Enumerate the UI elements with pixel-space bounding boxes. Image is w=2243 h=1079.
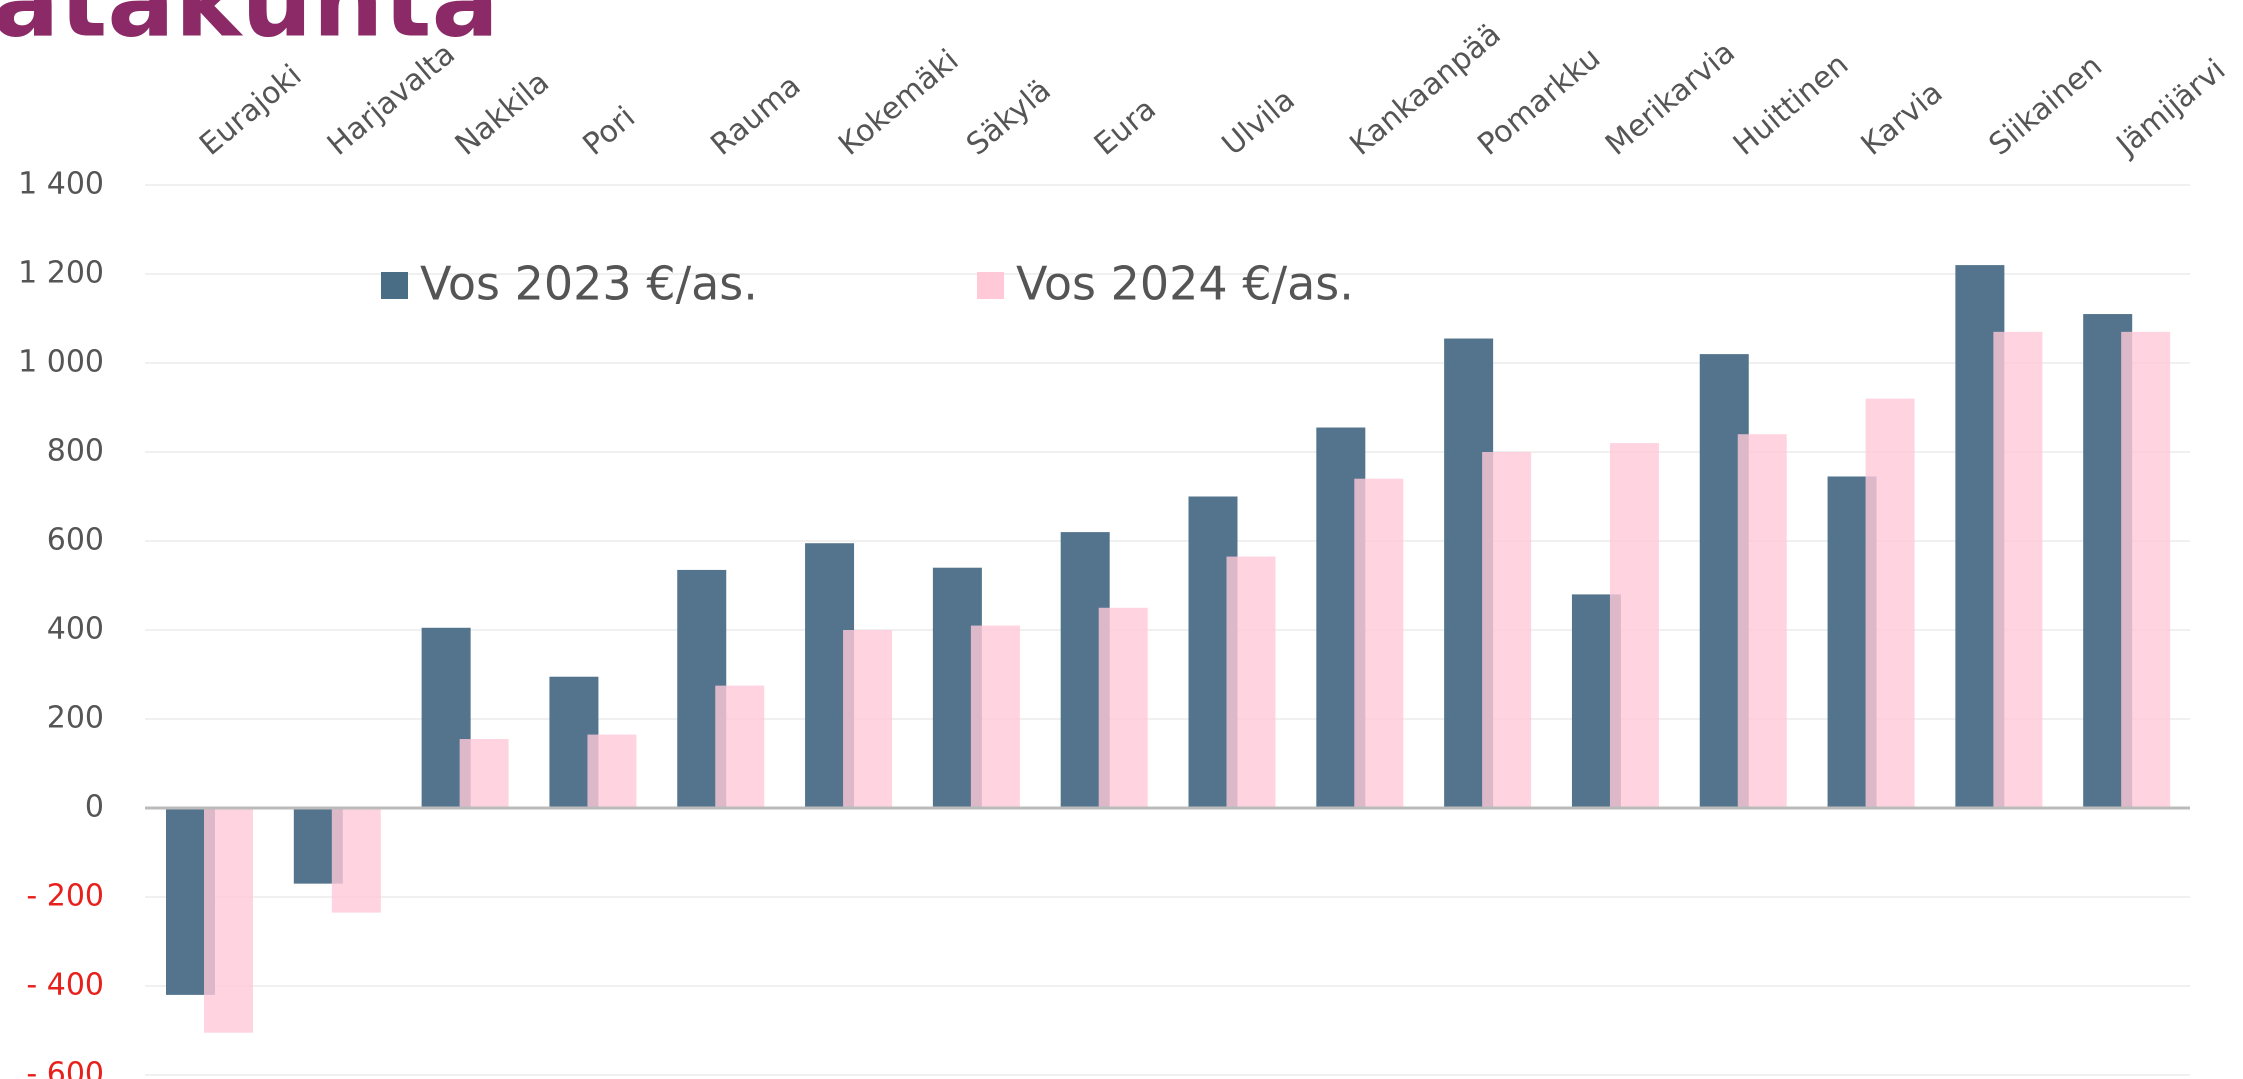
- x-tick-label: Rauma: [704, 68, 807, 162]
- bar: [1609, 443, 1659, 808]
- bar: [331, 808, 381, 913]
- x-tick-label: Merikarvia: [1599, 35, 1742, 163]
- legend-label: Vos 2024 €/as.: [1016, 257, 1354, 311]
- x-tick-label: Siikainen: [1982, 49, 2109, 163]
- bar: [1354, 478, 1404, 808]
- y-tick-label: 1 400: [18, 167, 104, 202]
- y-tick-label: 800: [47, 434, 104, 469]
- y-tick-label: 200: [47, 701, 104, 736]
- x-tick-label: Säkylä: [960, 73, 1058, 163]
- x-tick-label: Pomarkku: [1471, 41, 1607, 163]
- x-tick-label: Eurajoki: [193, 58, 308, 163]
- bar: [204, 808, 253, 1033]
- x-tick-label: Karvia: [1855, 75, 1950, 162]
- x-tick-label: Kokemäki: [832, 43, 965, 163]
- x-tick-label: Nakkila: [449, 65, 556, 163]
- x-tick-label: Eura: [1088, 92, 1163, 163]
- y-tick-label: - 600: [26, 1057, 104, 1079]
- bar: [1226, 556, 1276, 808]
- bar: [459, 739, 509, 808]
- bar: [1482, 452, 1532, 808]
- bar: [970, 625, 1020, 808]
- bar: [843, 630, 893, 808]
- y-tick-label: 400: [47, 612, 104, 647]
- x-tick-label: Pori: [577, 100, 642, 163]
- y-tick-label: 600: [47, 523, 104, 558]
- chart-title: atakunta: [0, 0, 499, 59]
- bar: [715, 685, 765, 808]
- bar: [1737, 434, 1787, 808]
- x-tick-label: Ulvila: [1216, 82, 1302, 162]
- x-tick-label: Huittinen: [1727, 47, 1855, 163]
- y-tick-label: - 400: [26, 968, 104, 1003]
- legend-swatch: [977, 272, 1004, 299]
- y-tick-label: 0: [85, 790, 104, 825]
- x-tick-label: Jämijärvi: [2109, 52, 2233, 164]
- bar: [587, 734, 637, 808]
- bar: [2121, 331, 2171, 808]
- bar: [1865, 398, 1915, 808]
- y-tick-label: 1 000: [18, 345, 104, 380]
- y-tick-label: 1 200: [18, 256, 104, 291]
- bar: [1098, 607, 1148, 808]
- bar: [1993, 331, 2043, 808]
- legend-swatch: [381, 272, 408, 299]
- legend-label: Vos 2023 €/as.: [420, 257, 758, 311]
- y-tick-label: - 200: [26, 879, 104, 914]
